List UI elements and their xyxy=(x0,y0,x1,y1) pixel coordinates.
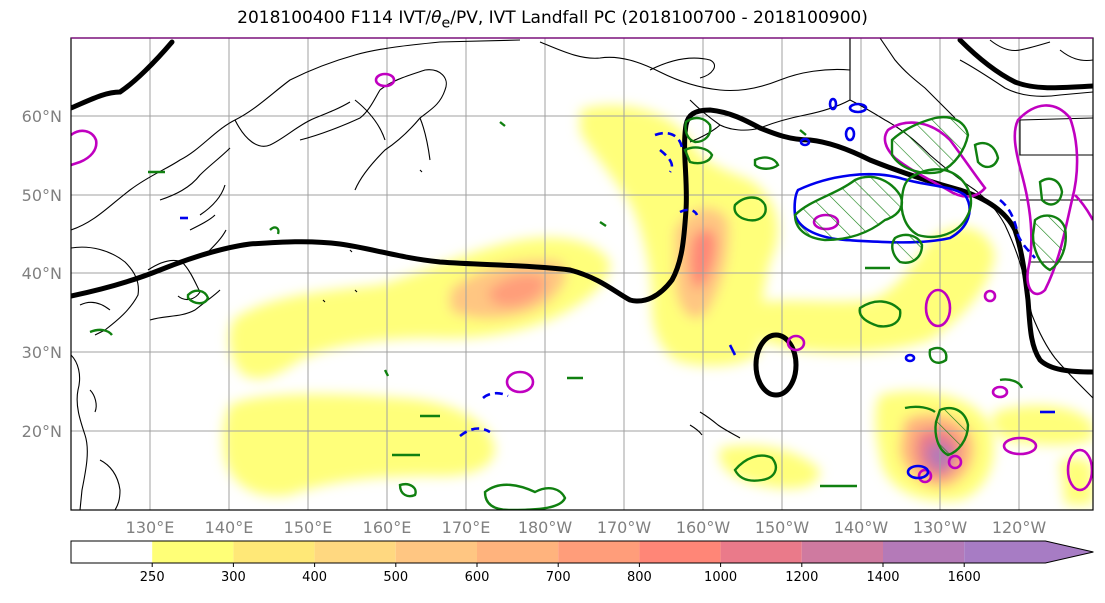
lat-label-40n: 40°N xyxy=(22,264,62,283)
colorbar-segment xyxy=(395,541,477,563)
lon-label: 150°W xyxy=(755,518,810,537)
green-contours xyxy=(89,116,1064,510)
lon-label: 170°W xyxy=(597,518,652,537)
lon-label: 160°E xyxy=(363,518,412,537)
latitude-labels: 60°N 50°N 40°N 30°N 20°N xyxy=(22,107,62,441)
colorbar-outline xyxy=(70,540,1094,564)
lon-label: 160°W xyxy=(676,518,731,537)
coastlines xyxy=(71,38,1093,510)
colorbar-tick-label: 300 xyxy=(221,570,246,585)
colorbar-tick-label: 800 xyxy=(627,570,652,585)
ivt-landfall-contour xyxy=(71,38,1093,398)
lat-label-50n: 50°N xyxy=(22,186,62,205)
colorbar-segment xyxy=(639,541,721,563)
colorbar-segment xyxy=(152,541,234,563)
colorbar-segment xyxy=(314,541,396,563)
colorbar-tick-label: 700 xyxy=(546,570,571,585)
lon-label: 140°E xyxy=(205,518,254,537)
colorbar-segment xyxy=(720,541,802,563)
lon-label: 170°E xyxy=(442,518,491,537)
colorbar-tick-label: 1000 xyxy=(704,570,737,585)
colorbar-segment xyxy=(883,541,965,563)
longitude-labels: 130°E 140°E 150°E 160°E 170°E 180°W 170°… xyxy=(126,518,1047,537)
lon-label: 140°W xyxy=(834,518,889,537)
lon-label: 130°W xyxy=(913,518,968,537)
lat-label-60n: 60°N xyxy=(22,107,62,126)
colorbar-tick-label: 1200 xyxy=(785,570,818,585)
colorbar-segment xyxy=(558,541,640,563)
lon-label: 180°W xyxy=(518,518,573,537)
colorbar-tick-label: 250 xyxy=(140,570,165,585)
lon-label: 120°W xyxy=(992,518,1047,537)
map-title: 2018100400 F114 IVT/θe/PV, IVT Landfall … xyxy=(237,8,868,32)
colorbar-segment xyxy=(233,541,315,563)
colorbar-segment xyxy=(71,541,153,563)
hatched-regions xyxy=(793,116,1067,457)
lat-label-30n: 30°N xyxy=(22,343,62,362)
colorbar-tick-label: 400 xyxy=(302,570,327,585)
map-area xyxy=(71,38,1093,510)
colorbar-segment xyxy=(801,541,883,563)
colorbar: 250 300 400 500 600 700 800 1000 1200 1400 1600 xyxy=(70,540,1094,585)
colorbar-tick-label: 1400 xyxy=(866,570,899,585)
lon-label: 150°E xyxy=(284,518,333,537)
colorbar-segment xyxy=(477,541,559,563)
colorbar-tick-label: 600 xyxy=(465,570,490,585)
colorbar-extend-arrow xyxy=(964,541,1094,563)
colorbar-tick-label: 1600 xyxy=(948,570,981,585)
lat-label-20n: 20°N xyxy=(22,422,62,441)
colorbar-tick-label: 500 xyxy=(383,570,408,585)
lon-label: 130°E xyxy=(126,518,175,537)
